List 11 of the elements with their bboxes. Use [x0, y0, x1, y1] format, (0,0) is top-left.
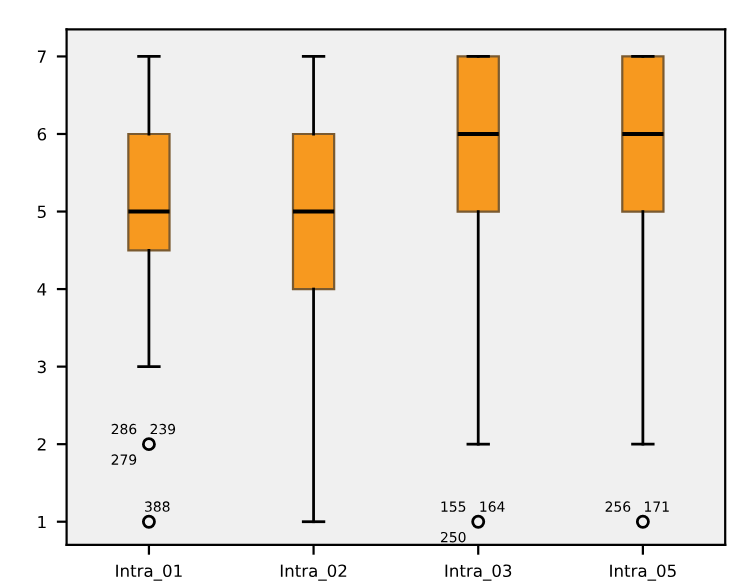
y-tick-label: 1 [38, 515, 46, 529]
y-tick-label: 2 [37, 438, 46, 451]
y-tick-label: 3 [37, 360, 46, 374]
y-tick-label: 4 [37, 283, 47, 296]
x-tick-label: Intra_05 [610, 564, 676, 581]
y-tick-label: 7 [37, 50, 46, 63]
y-tick-label: 6 [37, 127, 47, 141]
x-tick-label: Intra_03 [445, 564, 512, 581]
x-tick-label: Intra_02 [280, 564, 347, 581]
y-tick-label: 5 [37, 205, 46, 219]
x-tick-label: Intra_01 [116, 564, 182, 581]
